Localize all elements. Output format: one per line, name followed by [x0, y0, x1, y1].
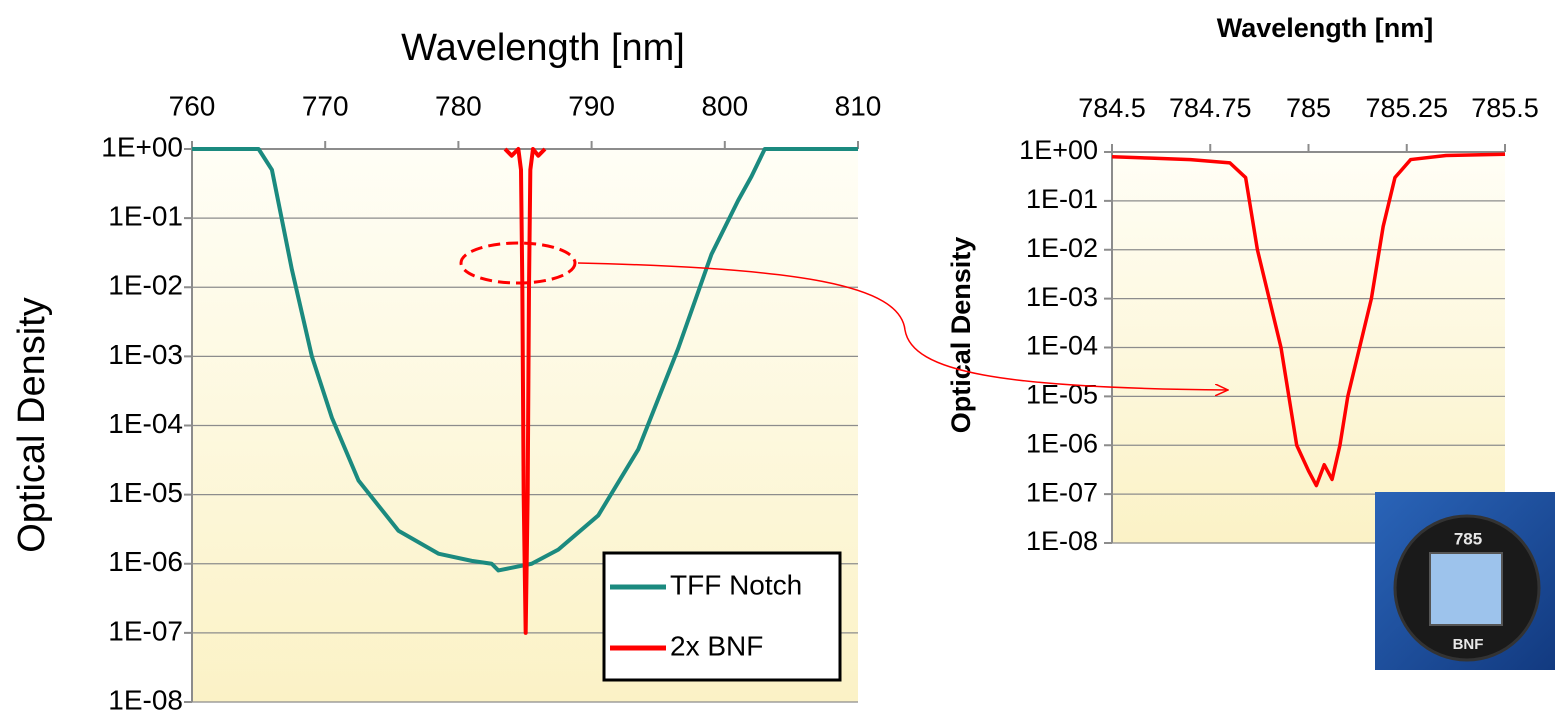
- x-tick-label: 800: [701, 90, 748, 121]
- x-tick-label: 780: [435, 90, 482, 121]
- y-tick-label: 1E-01: [108, 201, 183, 232]
- x-tick-label: 770: [302, 90, 349, 121]
- y-tick-label: 1E-08: [1026, 526, 1098, 556]
- x-tick-label: 785.25: [1365, 93, 1448, 123]
- filter-glass: [1429, 552, 1503, 626]
- y-tick-label: 1E-05: [108, 477, 183, 508]
- x-tick-label: 785: [1286, 93, 1331, 123]
- x-tick-label: 810: [835, 90, 882, 121]
- x-tick-label: 785.5: [1471, 93, 1539, 123]
- photo-label: 785: [1454, 529, 1482, 548]
- data-line: [1111, 152, 1506, 488]
- highlight-ellipse: [459, 241, 577, 285]
- x-tick-label: 784.75: [1169, 93, 1252, 123]
- x-tick-label: 790: [568, 90, 615, 121]
- legend-label: 2x BNF: [670, 630, 763, 661]
- y-axis-title: Optical Density: [946, 237, 976, 434]
- data-line: [192, 147, 858, 573]
- filter-photo: 785 BNF: [1375, 492, 1555, 670]
- y-axis-title: Optical Density: [11, 297, 53, 553]
- x-axis-title: Wavelength [nm]: [401, 27, 685, 69]
- y-tick-label: 1E-07: [1026, 477, 1098, 507]
- y-tick-label: 1E-02: [108, 270, 183, 301]
- photo-label: BNF: [1453, 636, 1484, 653]
- x-axis-title: Wavelength [nm]: [1217, 13, 1434, 43]
- y-tick-label: 1E-06: [108, 546, 183, 577]
- data-line: [503, 147, 547, 635]
- y-tick-label: 1E-08: [108, 684, 183, 715]
- y-tick-label: 1E-04: [1026, 331, 1098, 361]
- y-tick-label: 1E-07: [108, 615, 183, 646]
- y-tick-label: 1E-01: [1026, 184, 1098, 214]
- legend-label: TFF Notch: [670, 569, 802, 600]
- y-tick-label: 1E+00: [1019, 135, 1098, 165]
- x-tick-label: 760: [169, 90, 216, 121]
- zoom-arrow: [577, 262, 1228, 390]
- y-tick-label: 1E-03: [1026, 282, 1098, 312]
- y-tick-label: 1E-03: [108, 339, 183, 370]
- y-tick-label: 1E-04: [108, 408, 183, 439]
- y-tick-label: 1E-06: [1026, 428, 1098, 458]
- y-tick-label: 1E-02: [1026, 233, 1098, 263]
- x-tick-label: 784.5: [1078, 93, 1146, 123]
- y-tick-label: 1E+00: [101, 131, 183, 162]
- legend-box: [602, 551, 842, 682]
